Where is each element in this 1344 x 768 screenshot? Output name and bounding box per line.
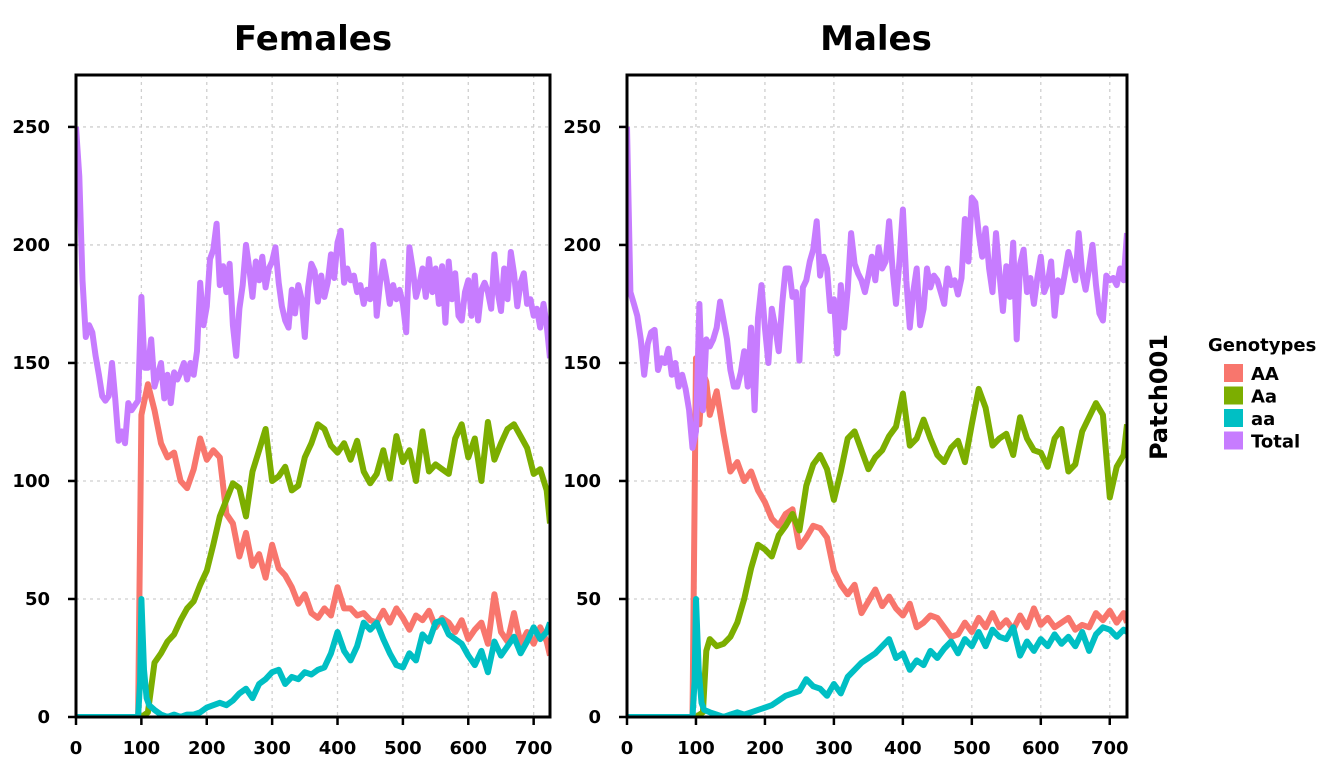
x-tick-label: 100 [677,738,715,759]
x-tick-label: 0 [621,738,634,759]
y-tick-label: 150 [12,353,50,374]
x-tick-label: 200 [188,738,226,759]
legend-title: Genotypes [1208,335,1316,356]
y-tick-label: 200 [12,235,50,256]
panel-title-males: Males [820,19,932,59]
y-tick-label: 150 [563,353,601,374]
x-tick-label: 700 [515,738,553,759]
x-tick-label: 300 [253,738,291,759]
series-line-aa [76,419,550,717]
panel-border [625,73,1129,719]
x-tick-label: 200 [746,738,784,759]
x-tick-label: 600 [449,738,487,759]
plot-area-females: 0 100 200 300 400 500 600 700 0 50 100 150 200 250 [12,73,553,759]
panel-males: Males 0 100 200 300 400 500 600 700 0 50 100 150 200… [563,19,1128,759]
series-line-aa [627,596,1127,717]
x-tick-label: 300 [815,738,853,759]
y-tick-label: 100 [12,471,50,492]
legend-swatch-aa [1224,364,1243,382]
panel-border [74,73,552,719]
y-tick-label: 200 [563,235,601,256]
series-line-aa [76,381,550,717]
plot-area-males: 0 100 200 300 400 500 600 700 0 50 100 150 200 250 [563,73,1129,759]
y-tick-label: 0 [37,707,50,728]
x-tick-label: 700 [1091,738,1129,759]
legend-label-total: Total [1251,432,1300,453]
y-tick-label: 50 [576,589,601,610]
legend-label-aa: AA [1251,364,1279,385]
panel-females: Females 0 100 200 300 400 500 600 700 0 50 100 150 2… [12,19,552,759]
x-tick-label: 400 [319,738,357,759]
series-lines [627,126,1127,717]
series-line-total [627,126,1127,451]
y-tick-label: 50 [25,589,50,610]
legend-label-aa: aa [1251,409,1275,430]
legend-swatch-total [1224,431,1243,450]
x-tick-label: 0 [70,738,83,759]
y-tick-label: 250 [563,117,601,138]
series-lines [76,126,550,717]
y-tick-label: 100 [563,471,601,492]
x-tick-label: 500 [384,738,422,759]
series-line-aa [627,385,1127,717]
y-tick-label: 250 [12,117,50,138]
legend-swatch-aa [1224,386,1243,405]
y-tick-label: 0 [588,707,601,728]
legend-swatch-aa [1224,409,1243,427]
x-tick-label: 400 [884,738,922,759]
x-tick-label: 100 [123,738,161,759]
series-line-total [76,126,550,447]
x-tick-label: 500 [953,738,991,759]
facet-strip-label: Patch001 [1145,334,1173,460]
legend-label-aa: Aa [1251,387,1277,408]
panel-title-females: Females [234,19,392,59]
series-line-aa [627,355,1127,717]
x-tick-label: 600 [1022,738,1060,759]
